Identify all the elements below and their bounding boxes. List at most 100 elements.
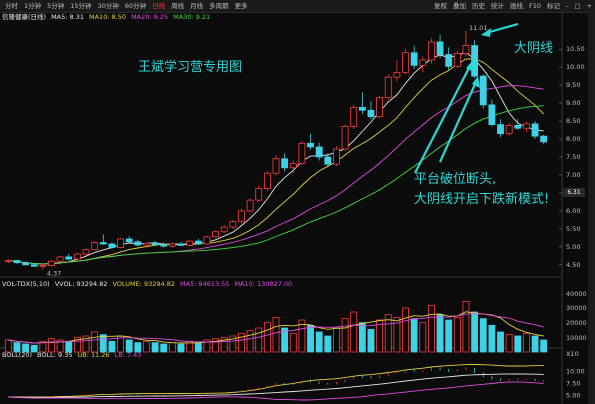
tab-3[interactable]: 15分钟	[70, 2, 92, 10]
tab-5[interactable]: 60分钟	[124, 2, 147, 10]
tab-7[interactable]: 周线	[171, 2, 185, 10]
candle-body	[238, 210, 245, 223]
tab-4[interactable]: 30分钟	[97, 2, 119, 10]
volume-bar	[358, 322, 366, 353]
tab-0[interactable]: 分时	[5, 2, 18, 10]
boll-axis-label: 10.00	[566, 368, 585, 376]
candle-body	[453, 53, 461, 67]
candle-body	[462, 45, 470, 54]
volume-bar	[531, 335, 539, 353]
volume-bar	[514, 335, 522, 353]
candle-body	[514, 124, 522, 129]
volume-bar	[65, 340, 73, 353]
candle-body	[4, 260, 12, 262]
boll-mid-line	[8, 373, 544, 398]
candle-body	[289, 163, 297, 169]
candle-body	[212, 231, 219, 238]
tab-2[interactable]: 5分钟	[47, 2, 65, 10]
volume-bar	[160, 343, 168, 353]
candle-body	[56, 256, 64, 262]
volume-bar	[220, 336, 228, 353]
volume-bar	[229, 335, 237, 353]
volume-bar	[505, 334, 513, 353]
toolbar-btn-8[interactable]: □	[574, 2, 581, 10]
price-tag: 6.31	[563, 188, 585, 197]
tab-10[interactable]: 更多	[234, 2, 248, 10]
volume-bar	[48, 338, 55, 353]
toolbar-btn-2[interactable]: 历史	[472, 2, 486, 10]
vvol-value: VVOL: 93294.82	[54, 280, 108, 288]
volume-bar	[367, 328, 375, 353]
arrow-head-3	[466, 60, 474, 72]
price-legend: 信隆健康(日线) MA5: 8.31 MA10: 8.50 MA20: 9.25…	[2, 12, 210, 23]
candle-body	[307, 142, 314, 148]
volume-bar	[436, 314, 444, 353]
tab-6[interactable]: 日线	[152, 2, 166, 10]
boll-lb-value: LB: 7.43	[114, 351, 142, 359]
candle-body	[22, 262, 30, 266]
volume-bar	[99, 334, 107, 353]
volume-bar	[315, 331, 323, 353]
period-toolbar: 分时 1分钟 5分钟 15分钟 30分钟 60分钟 日线 周线 月线 多周期 更多 复权 叠加 历史 统计…	[0, 0, 595, 13]
candle-body	[203, 236, 211, 245]
toolbar-btn-4[interactable]: 画线	[510, 2, 524, 10]
toolbar-btn-6[interactable]: 标记	[547, 2, 561, 10]
candle-body	[497, 124, 504, 135]
volume-bar	[168, 342, 176, 353]
volume-legend: VOL-TDX(5,10) VVOL: 93294.82 VOLUME: 932…	[2, 279, 292, 290]
volume-axis-label: X10	[566, 350, 579, 358]
tab-1[interactable]: 1分钟	[24, 2, 42, 10]
candle-body	[255, 188, 263, 201]
candle-body	[99, 242, 107, 245]
boll-ub-value: UB: 11.26	[77, 351, 110, 359]
volume-bar	[255, 327, 263, 353]
toolbar-btn-5[interactable]: F10	[529, 2, 542, 10]
volume-bar	[151, 342, 159, 353]
volume-bar	[453, 316, 461, 353]
candle-body	[428, 41, 435, 61]
volume-bar	[177, 343, 185, 353]
toolbar-btn-1[interactable]: 叠加	[453, 2, 467, 10]
vol-indicator-name[interactable]: VOL-TDX(5,10)	[2, 280, 50, 288]
candle-body	[125, 238, 133, 243]
volume-bar	[410, 318, 418, 353]
toolbar-btn-9[interactable]: +	[586, 2, 592, 10]
volume-axis-label: 40000	[566, 290, 587, 298]
boll-legend: BOLL(20) BOLL: 9.35 UB: 11.26 LB: 7.43	[2, 350, 141, 361]
candle-body	[246, 199, 254, 212]
toolbar-btn-3[interactable]: 统计	[491, 2, 505, 10]
low-price-label: 4.37	[47, 269, 61, 277]
boll-indicator-name[interactable]: BOLL(20)	[2, 351, 33, 359]
ma30-value: MA30: 9.21	[173, 13, 211, 21]
candle-body	[376, 97, 384, 118]
volume-bar	[289, 332, 297, 353]
volume-bar	[203, 339, 211, 353]
volume-bar	[307, 324, 314, 353]
volume-bar	[522, 332, 530, 353]
toolbar-right: 复权 叠加 历史 统计 画线 F10 标记 - □ +	[434, 0, 592, 12]
volume-bar	[428, 304, 435, 353]
toolbar-btn-7[interactable]: -	[566, 2, 569, 10]
volume-bar	[22, 343, 30, 353]
tab-8[interactable]: 月线	[190, 2, 204, 10]
candle-body	[30, 264, 38, 267]
candle-body	[393, 72, 401, 78]
ma10-value: MA10: 8.50	[89, 13, 127, 21]
price-axis-label: 7.50	[566, 153, 580, 161]
tab-9[interactable]: 多周期	[209, 2, 229, 10]
breakdown-text-1: 平台破位断头,	[414, 172, 497, 187]
arrow-breakdown-2	[414, 65, 471, 174]
candle-body	[281, 158, 289, 169]
vertical-scrollbar[interactable]	[588, 12, 595, 404]
volume-bar	[39, 340, 47, 353]
vol-ma5-value: MA5: 94613.55	[179, 280, 230, 288]
arrow-to-bear-candle	[485, 22, 519, 35]
stock-name: 信隆健康(日线)	[2, 13, 47, 21]
candle-body	[82, 249, 90, 255]
candle-body	[168, 243, 176, 247]
volume-bar	[143, 340, 150, 353]
toolbar-btn-0[interactable]: 复权	[434, 2, 448, 10]
price-axis-label: 6.00	[566, 207, 580, 215]
boll-axis-label: 5.00	[566, 391, 580, 399]
